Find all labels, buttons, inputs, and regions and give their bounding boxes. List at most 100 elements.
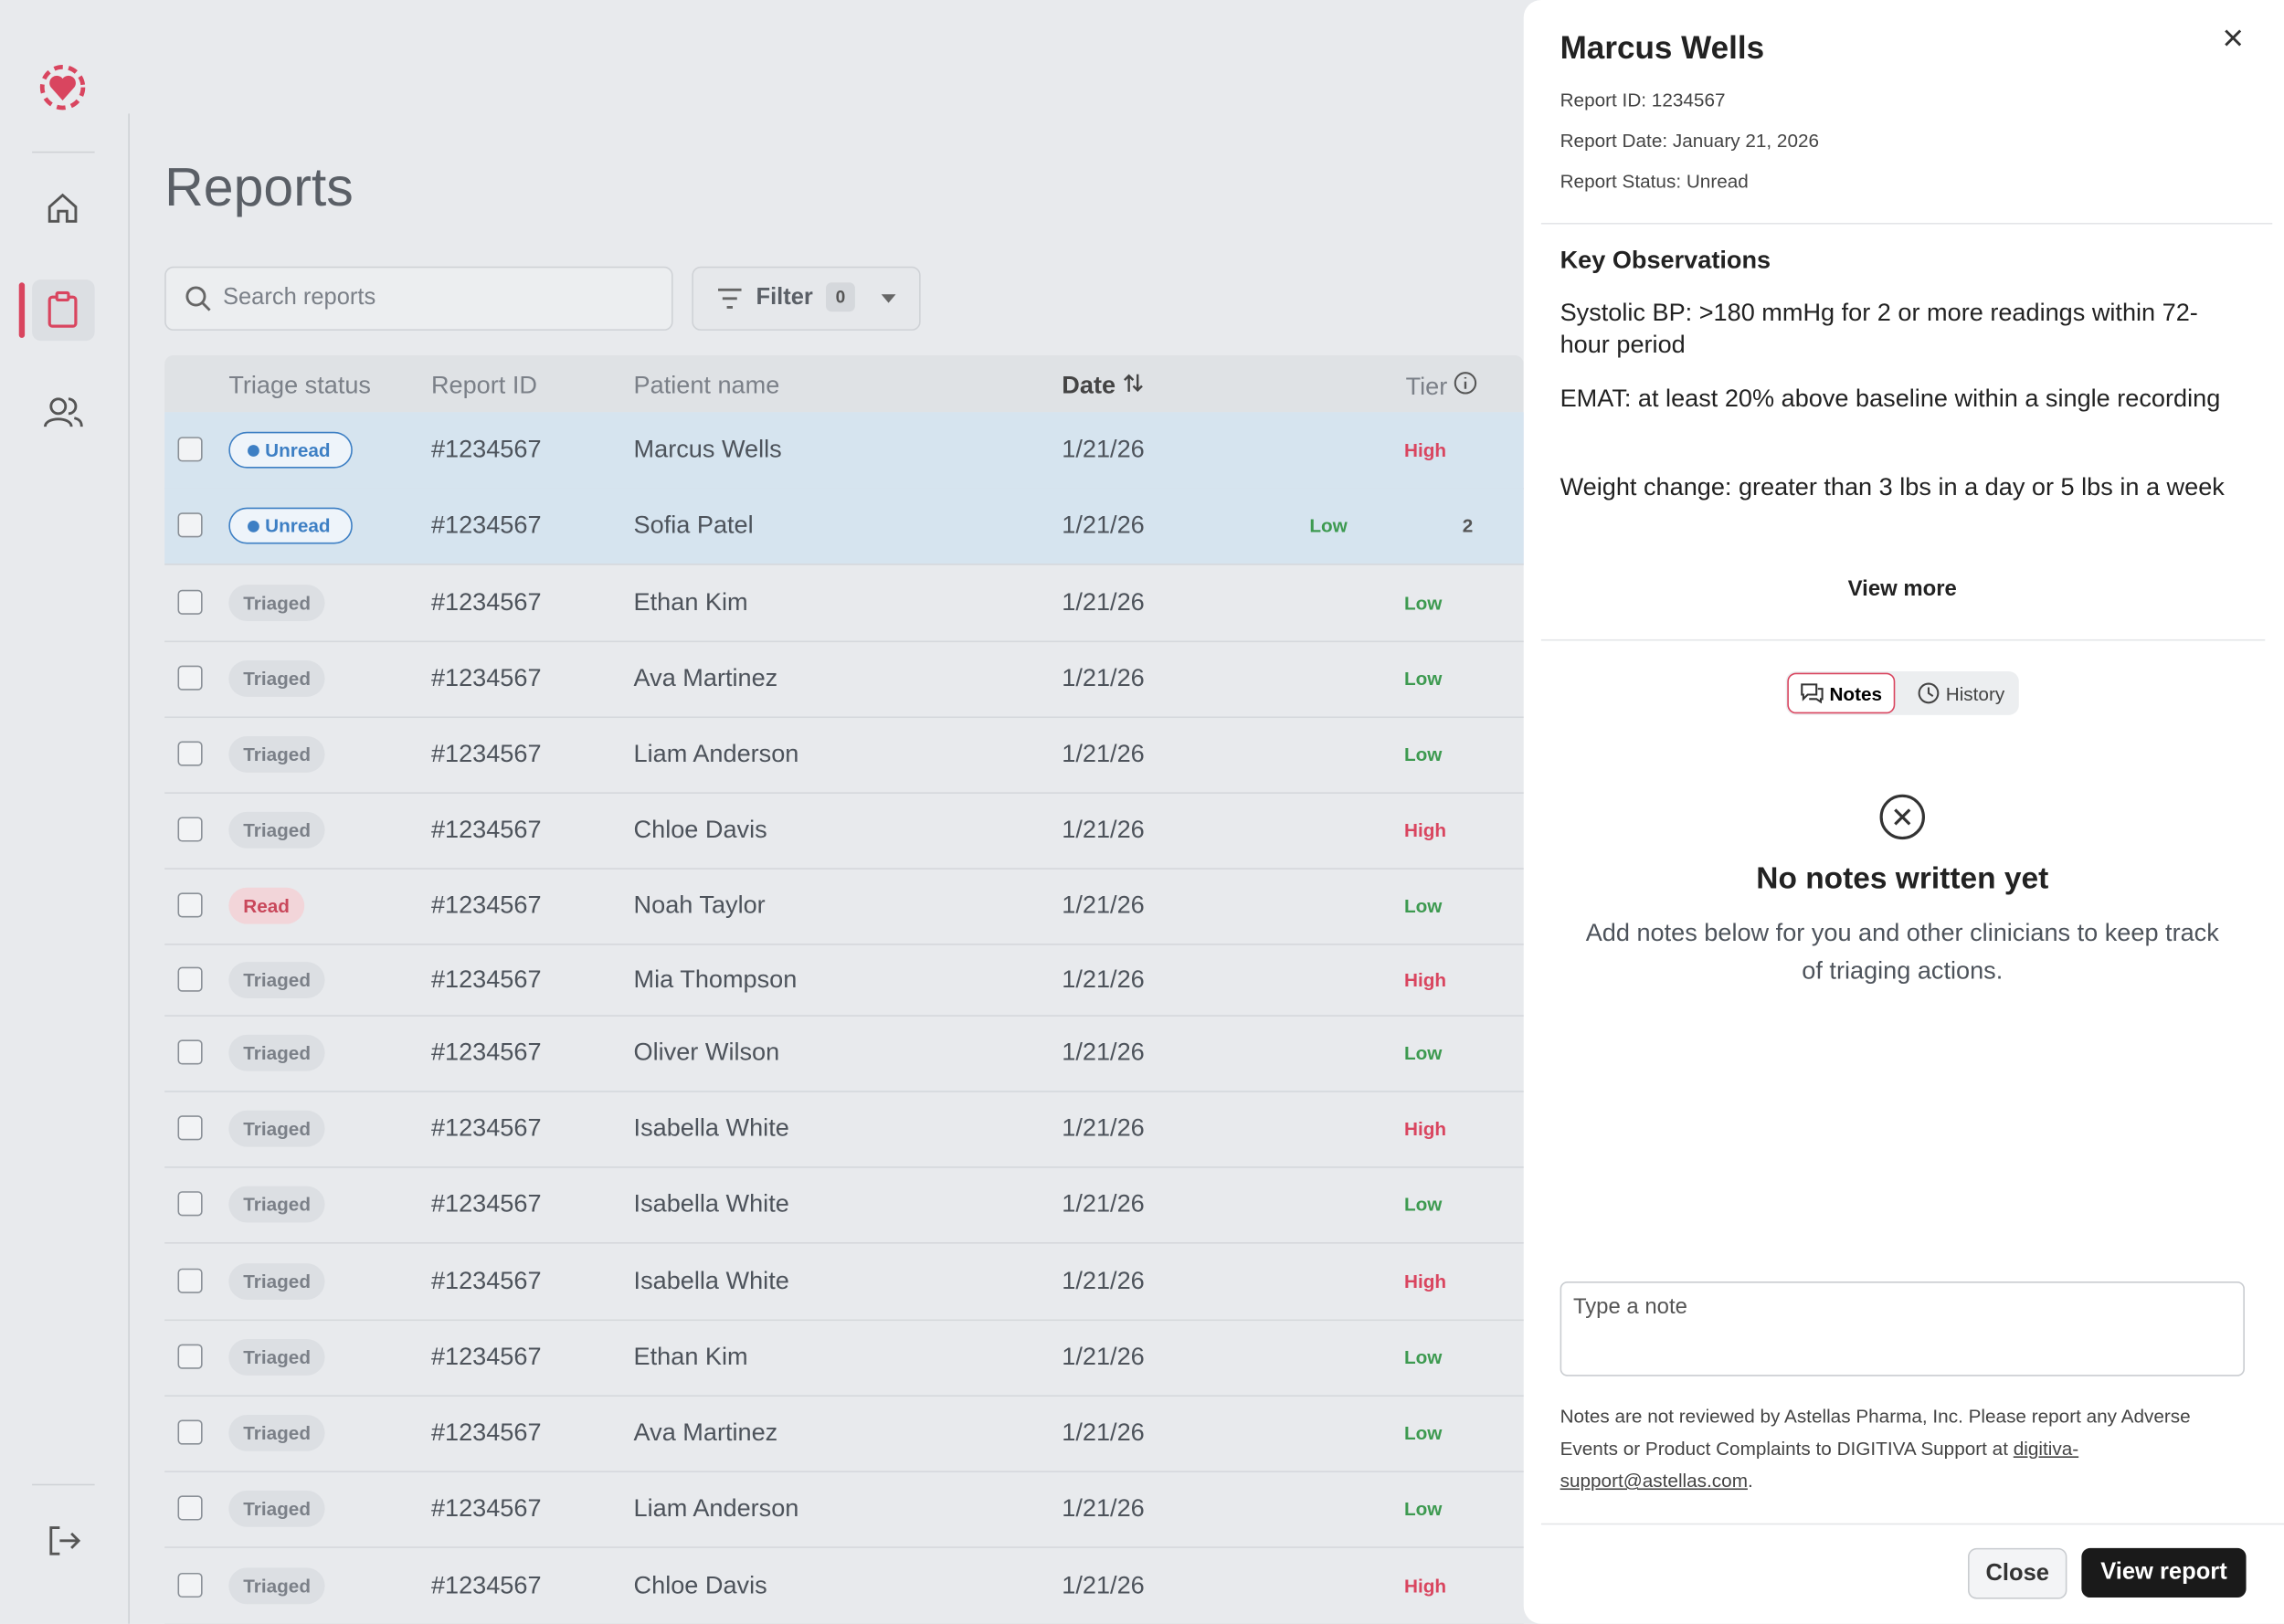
checkbox[interactable] [177, 1572, 203, 1598]
notes-icon [1801, 683, 1824, 704]
support-link[interactable]: digitiva-support@astellas.com [1560, 1437, 2079, 1492]
checkbox[interactable] [177, 741, 203, 766]
table-row[interactable]: Triaged #1234567 Ava Martinez 1/21/26 Low [164, 1395, 1524, 1472]
patient-name: Chloe Davis [633, 815, 767, 844]
close-icon[interactable] [2225, 29, 2242, 47]
patient-name: Liam Anderson [633, 739, 799, 768]
tier: Low [1403, 1497, 1443, 1520]
close-button[interactable]: Close [1968, 1547, 2067, 1599]
table-row[interactable]: Unread #1234567 Sofia Patel 1/21/26 Low 2 [164, 488, 1524, 565]
checkbox[interactable] [177, 437, 203, 462]
date: 1/21/26 [1062, 511, 1145, 539]
checkbox[interactable] [177, 1115, 203, 1141]
meta-line: Report ID: 1234567 [1560, 89, 1726, 111]
checkbox[interactable] [177, 1495, 203, 1521]
checkbox[interactable] [177, 588, 203, 615]
table-row[interactable]: Unread #1234567 Marcus Wells 1/21/26 High [164, 412, 1524, 490]
search-placeholder: Search reports [222, 285, 376, 311]
table-row[interactable]: Triaged #1234567 Liam Anderson 1/21/26 Low [164, 716, 1524, 794]
table-header [164, 355, 1524, 413]
column-header: Tier [1406, 372, 1478, 402]
report-id: #1234567 [430, 1493, 542, 1523]
table-row[interactable]: Triaged #1234567 Ava Martinez 1/21/26 Low [164, 641, 1524, 719]
tier: Low [1309, 514, 1348, 537]
users-icon[interactable] [42, 395, 86, 429]
patient-name: Sofia Patel [633, 511, 754, 539]
checkbox[interactable] [177, 965, 203, 991]
view-report-button[interactable]: View report [2081, 1547, 2247, 1598]
observation: Weight change: greater than 3 lbs in a d… [1560, 473, 2225, 501]
checkbox[interactable] [177, 1344, 203, 1369]
sort-icon[interactable] [1123, 373, 1143, 393]
checkbox[interactable] [177, 817, 203, 842]
checkbox[interactable] [177, 1267, 203, 1293]
page-title: Reports [164, 157, 354, 217]
status-badge: Triaged [228, 660, 325, 697]
report-id: #1234567 [430, 587, 542, 616]
column-header[interactable]: Date [1062, 372, 1143, 401]
tier: Low [1403, 1421, 1443, 1444]
tier: High [1403, 968, 1447, 991]
table-row[interactable]: Triaged #1234567 Isabella White 1/21/26 High [164, 1091, 1524, 1168]
logout-icon[interactable] [47, 1524, 81, 1558]
patient-name: Ava Martinez [633, 664, 778, 692]
notes-tab[interactable]: Notes [1787, 672, 1896, 714]
filter-label: Filter [756, 285, 813, 311]
view-more[interactable]: View more [1847, 576, 1957, 602]
report-id: #1234567 [430, 435, 542, 464]
status-dot [248, 444, 259, 457]
checkbox[interactable] [177, 665, 203, 691]
table-row[interactable]: Triaged #1234567 Mia Thompson 1/21/26 High [164, 944, 1524, 1017]
meta-line: Report Status: Unread [1560, 170, 1749, 193]
status-badge: Triaged [228, 1339, 325, 1376]
divider [1540, 638, 2266, 641]
checkbox[interactable] [177, 512, 203, 538]
empty-title: No notes written yet [1756, 861, 2049, 896]
report-id: #1234567 [430, 965, 542, 993]
table-row[interactable]: Triaged #1234567 Isabella White 1/21/26 Low [164, 1166, 1524, 1244]
status-badge: Triaged [228, 811, 325, 849]
report-id: #1234567 [430, 891, 542, 920]
date: 1/21/26 [1062, 891, 1145, 920]
checkbox[interactable] [177, 892, 203, 918]
checkbox[interactable] [177, 1039, 203, 1065]
checkbox[interactable] [177, 1191, 203, 1217]
history-icon [1918, 682, 1939, 704]
date: 1/21/26 [1062, 587, 1145, 616]
table-row[interactable]: Triaged #1234567 Liam Anderson 1/21/26 Low [164, 1471, 1524, 1548]
info-icon[interactable] [1454, 372, 1478, 395]
date: 1/21/26 [1062, 739, 1145, 768]
active-indicator [18, 282, 26, 338]
table-row[interactable]: Triaged #1234567 Chloe Davis 1/21/26 High [164, 792, 1524, 870]
date: 1/21/26 [1062, 1343, 1145, 1371]
home-icon[interactable] [45, 191, 79, 226]
table-row[interactable]: Triaged #1234567 Ethan Kim 1/21/26 Low [164, 1320, 1524, 1397]
disclaimer-end: . [1747, 1469, 1753, 1492]
table-row[interactable]: Triaged #1234567 Chloe Davis 1/21/26 High [164, 1546, 1524, 1624]
observation: Systolic BP: >180 mmHg for 2 or more rea… [1560, 298, 2198, 359]
active-nav[interactable] [32, 279, 95, 342]
filter-icon [718, 288, 742, 309]
filter-button[interactable]: Filter 0 [692, 266, 921, 331]
report-id: #1234567 [430, 1113, 542, 1143]
tier: High [1403, 1117, 1447, 1140]
search-box[interactable]: Search reports [164, 266, 673, 331]
divider [32, 151, 95, 153]
divider [32, 1483, 95, 1486]
history-tab[interactable]: History [1902, 673, 2019, 714]
status-badge: Triaged [228, 961, 325, 998]
date: 1/21/26 [1062, 664, 1145, 692]
patient-name: Mia Thompson [633, 965, 798, 993]
checkbox[interactable] [177, 1419, 203, 1445]
table-row[interactable]: Read #1234567 Noah Taylor 1/21/26 Low [164, 868, 1524, 945]
status-badge: Triaged [228, 584, 325, 621]
patient-name: Marcus Wells [633, 435, 782, 464]
status-badge: Triaged [228, 1490, 325, 1527]
patient-name: Chloe Davis [633, 1570, 767, 1598]
table-row[interactable]: Triaged #1234567 Isabella White 1/21/26 High [164, 1242, 1524, 1322]
note-input[interactable]: Type a note [1560, 1281, 2245, 1376]
date: 1/21/26 [1062, 965, 1145, 993]
table-row[interactable]: Triaged #1234567 Ethan Kim 1/21/26 Low [164, 564, 1524, 643]
table-row[interactable]: Triaged #1234567 Oliver Wilson 1/21/26 Low [164, 1015, 1524, 1092]
report-id: #1234567 [430, 1570, 542, 1598]
